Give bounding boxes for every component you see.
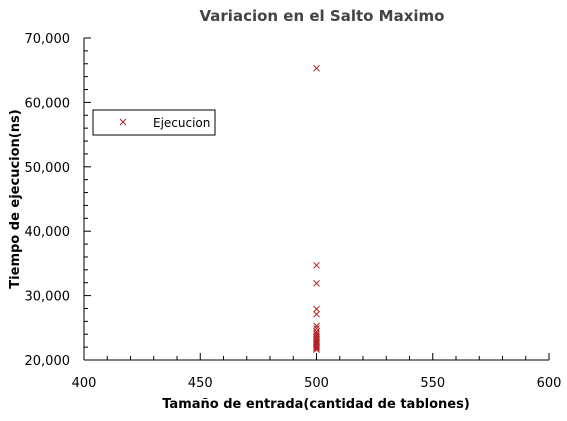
data-point <box>313 322 320 330</box>
axes <box>83 38 549 361</box>
y-tick-label: 40,000 <box>25 225 71 240</box>
legend-marker <box>119 118 127 126</box>
data-point <box>313 343 320 351</box>
chart-title: Variacion en el Salto Maximo <box>200 7 445 25</box>
x-tick-label: 600 <box>537 376 562 391</box>
y-tick-label: 20,000 <box>25 354 71 369</box>
tick-labels: 400 450 500 550 600 20,000 30,000 40,000 50,000 6… <box>25 32 562 391</box>
data-point <box>313 261 320 269</box>
y-tick-label: 70,000 <box>25 32 71 47</box>
y-axis-label: Tiempo de ejecucion(ns) <box>8 109 23 288</box>
x-tick-label: 450 <box>188 376 213 391</box>
x-tick-label: 400 <box>72 376 97 391</box>
data-point <box>313 280 320 287</box>
y-tick-label: 60,000 <box>25 96 71 111</box>
data-point <box>313 346 320 354</box>
data-point <box>313 64 320 72</box>
legend: Ejecucion <box>92 109 216 136</box>
data-point <box>313 310 320 318</box>
data-point <box>313 305 320 313</box>
data-point <box>313 325 320 332</box>
x-tick-label: 500 <box>304 376 329 391</box>
data-points <box>313 64 320 354</box>
y-tick-label: 50,000 <box>25 161 71 176</box>
x-axis-label: Tamaño de entrada(cantidad de tablones) <box>162 397 470 412</box>
legend-label: Ejecucion <box>153 116 210 130</box>
ticks <box>83 37 550 361</box>
x-tick-label: 550 <box>420 376 445 391</box>
y-tick-label: 30,000 <box>25 290 71 305</box>
data-point <box>313 345 320 352</box>
legend-box <box>92 109 216 136</box>
